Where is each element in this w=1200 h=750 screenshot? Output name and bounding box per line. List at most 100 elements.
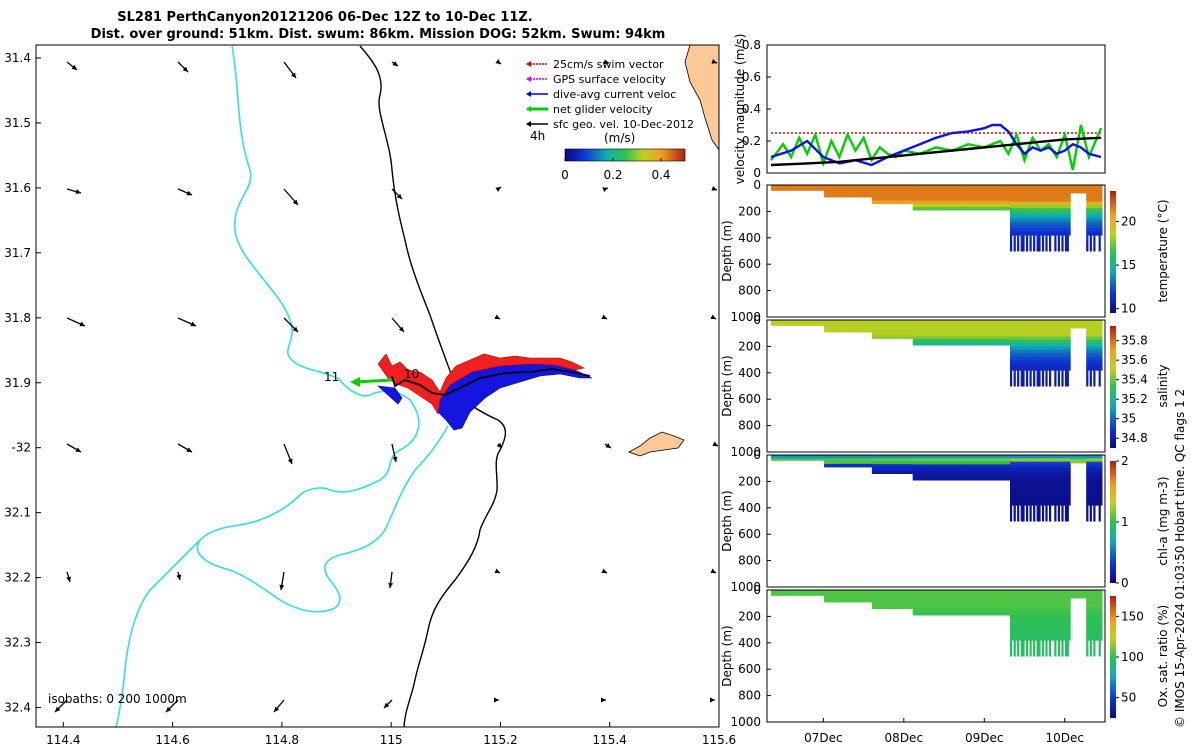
section-cell: [967, 320, 970, 324]
section-cell: [1056, 218, 1059, 223]
section-cell: [891, 467, 894, 471]
section-cell: [1049, 481, 1052, 486]
section-cell: [1008, 320, 1011, 324]
section-cell: [1098, 221, 1101, 226]
section-cell: [956, 338, 960, 343]
section-cell: [866, 455, 869, 459]
section-cell: [864, 185, 868, 189]
map-frame: [35, 44, 720, 728]
section-cell: [935, 473, 938, 478]
section-cell: [1011, 465, 1014, 469]
section-cell: [1036, 356, 1039, 361]
section-cell: [1018, 330, 1022, 334]
section-cell: [1034, 198, 1037, 203]
section-cell: [1010, 369, 1013, 374]
section-cell: [976, 458, 979, 462]
section-cell: [965, 185, 968, 189]
section-cell: [1029, 234, 1032, 239]
section-cell: [976, 341, 979, 346]
section-cell: [1054, 458, 1057, 463]
map-axes: 114.4 114.6 114.8 115 115.2 115.4 115.631.431.…: [4, 51, 736, 747]
scale-label: 4h: [530, 129, 545, 143]
section-cell: [1050, 353, 1053, 358]
section-cell: [1041, 464, 1045, 469]
section-cell: [919, 185, 922, 189]
section-cell: [1043, 495, 1046, 499]
section-cell: [864, 325, 868, 330]
section-cell: [974, 323, 977, 327]
section-cell: [778, 189, 781, 191]
section-cell: [861, 463, 864, 468]
section-cell: [987, 206, 990, 211]
section-cell: [1003, 329, 1006, 333]
section-cell: [994, 458, 997, 462]
section-cell: [1091, 501, 1094, 506]
section-cell: [1049, 504, 1052, 509]
section-cell: [994, 191, 997, 195]
section-cell: [1084, 185, 1087, 188]
geo-vector-head: [601, 314, 607, 319]
section-cell: [987, 323, 990, 327]
section-cell: [928, 470, 931, 475]
section-cell: [1049, 474, 1052, 479]
section-cell: [935, 335, 938, 340]
section-cell: [891, 464, 894, 468]
section-cell: [1052, 478, 1055, 483]
section-cell: [1100, 323, 1103, 328]
section-cell: [1068, 465, 1071, 469]
section-cell: [926, 329, 929, 333]
section-cell: [847, 185, 850, 189]
section-cell: [921, 341, 924, 346]
section-cell: [1098, 218, 1101, 222]
section-cell: [962, 188, 965, 192]
section-cell: [1041, 231, 1045, 235]
section-cell: [893, 194, 896, 198]
section-cell: [1061, 362, 1064, 367]
section-cell: [1041, 353, 1045, 357]
section-cell: [799, 459, 802, 461]
section-cell: [997, 320, 1000, 324]
section-cell: [879, 326, 882, 330]
section-cell: [1022, 204, 1025, 209]
section-cell: [1034, 340, 1037, 344]
section-cell: [783, 321, 786, 324]
section-cell: [958, 323, 961, 327]
section-cell: [974, 320, 977, 324]
section-cell: [1034, 225, 1037, 229]
section-cell: [1091, 468, 1094, 473]
section-cell: [919, 461, 922, 465]
section-cell: [857, 458, 860, 462]
section-cell: [1093, 224, 1096, 229]
section-cell: [1050, 221, 1053, 226]
section-cell: [1011, 221, 1014, 226]
section-cell: [896, 197, 899, 201]
section-cell: [1033, 517, 1036, 522]
section-cell: [838, 328, 841, 333]
section-cell: [1093, 349, 1096, 354]
section-cell: [988, 467, 991, 472]
section-cell: [1089, 323, 1092, 328]
section-cell: [848, 460, 852, 465]
section-cell: [987, 194, 990, 198]
section-cell: [801, 320, 804, 322]
section-cell: [815, 456, 818, 459]
section-cell: [1043, 360, 1046, 364]
section-cell: [1024, 221, 1027, 226]
section-cell: [1047, 208, 1050, 213]
section-cell: [1033, 372, 1036, 377]
section-cell: [1013, 346, 1016, 351]
section-cell: [941, 332, 944, 337]
section-cell: [841, 190, 844, 195]
section-cell: [918, 341, 921, 346]
section-cell: [1031, 346, 1034, 351]
section-cell: [781, 321, 784, 324]
section-cell: [976, 470, 979, 475]
section-cell: [1026, 511, 1029, 515]
geo-vector-head: [494, 314, 500, 319]
section-cell: [962, 335, 965, 340]
section-cell: [1049, 372, 1052, 377]
section-cell: [1052, 458, 1055, 463]
section-cell: [889, 191, 892, 195]
section-cell: [802, 187, 806, 190]
section-cell: [919, 335, 922, 340]
